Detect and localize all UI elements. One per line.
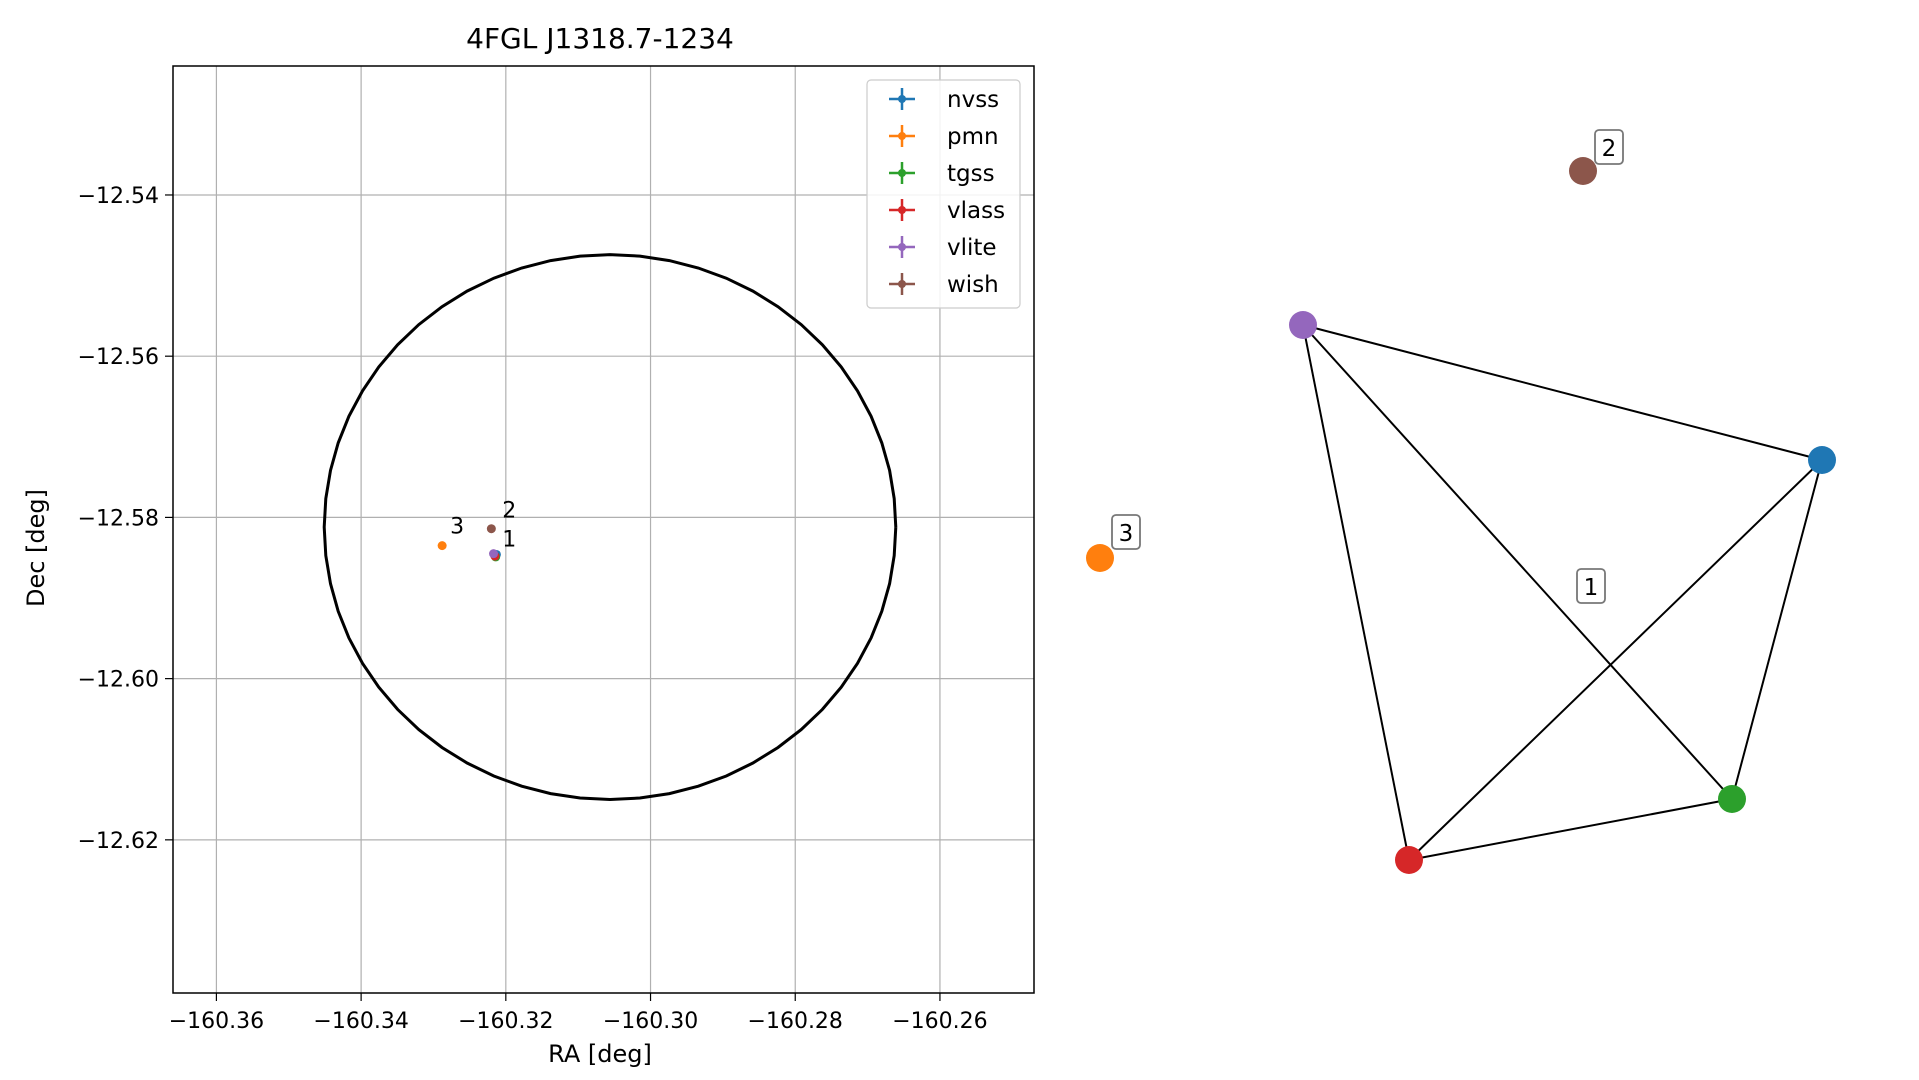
legend-marker-dot [898,280,906,288]
point-annotations: 1 2 3 [450,498,516,552]
edge-nvss-vlass [1408,459,1823,861]
x-tick-label: −160.30 [603,1009,698,1034]
scatter-panel: 123 −160.36 −160.34 −160.32 −160.30 −160.28−… [22,22,1035,1068]
source-points [437,524,501,562]
network-label-box [1594,129,1624,165]
legend-marker-dot [898,243,906,251]
network-label: 3 [1119,521,1134,547]
legend-label: pmn [947,124,999,150]
chart-title: 4FGL J1318.7-1234 [466,22,734,55]
network-label: 2 [1602,136,1617,162]
y-tick-label: −12.56 [78,345,159,370]
point-wish [486,524,496,534]
legend-label: vlite [947,235,997,261]
node-pmn [1086,544,1114,572]
axes-frame [172,65,1035,994]
y-axis-label: Dec [deg] [22,489,50,607]
legend-label: wish [947,272,999,298]
x-tick-label: −160.32 [458,1009,553,1034]
legend-marker-dot [898,206,906,214]
legend-marker-dot [898,95,906,103]
edge-vlite-vlass [1302,324,1410,861]
x-tick-label: −160.34 [313,1009,408,1034]
legend-label: tgss [947,161,995,187]
edge-vlass-tgss [1408,798,1733,861]
legend-marker-dot [898,169,906,177]
legend: nvss pmn tgss vlass vlite wish [866,79,1021,309]
network-label-box [1576,568,1606,604]
annotation-label: 1 [502,527,516,552]
legend-label: vlass [947,198,1005,224]
network-label-box [1111,514,1141,550]
node-vlass [1395,846,1423,874]
network-label: 1 [1584,575,1599,601]
point-vlite [489,549,499,559]
edge-vlite-tgss [1302,324,1733,800]
x-tick-label: −160.36 [169,1009,264,1034]
point-pmn [437,541,447,551]
network-edges [1302,324,1823,861]
network-labels: 1 2 3 [1111,129,1624,604]
edge-vlite-nvss [1302,324,1823,461]
x-axis-label: RA [deg] [548,1040,652,1068]
network-panel: 1 2 3 [1086,129,1836,874]
annotation-label: 3 [450,515,464,540]
y-tick-label: −12.62 [78,829,159,854]
y-ticks: −12.54 −12.56 −12.58 −12.60 −12.62 [78,184,173,854]
grid-lines [173,66,1034,993]
legend-marker-dot [898,132,906,140]
x-ticks: −160.36 −160.34 −160.32 −160.30 −160.28 −160.… [169,993,988,1034]
node-wish [1569,157,1597,185]
node-tgss [1718,785,1746,813]
y-tick-label: −12.60 [78,668,159,693]
localization-circle [322,253,898,802]
y-tick-label: −12.54 [78,184,159,209]
x-tick-label: −160.26 [892,1009,987,1034]
legend-label: nvss [947,87,999,113]
edge-nvss-tgss [1731,459,1823,800]
node-nvss [1808,446,1836,474]
node-vlite [1289,311,1317,339]
x-tick-label: −160.28 [748,1009,843,1034]
localization-circle-layer [322,253,898,802]
network-nodes [1086,157,1836,874]
y-tick-label: −12.58 [78,506,159,531]
annotation-label: 2 [502,498,516,523]
